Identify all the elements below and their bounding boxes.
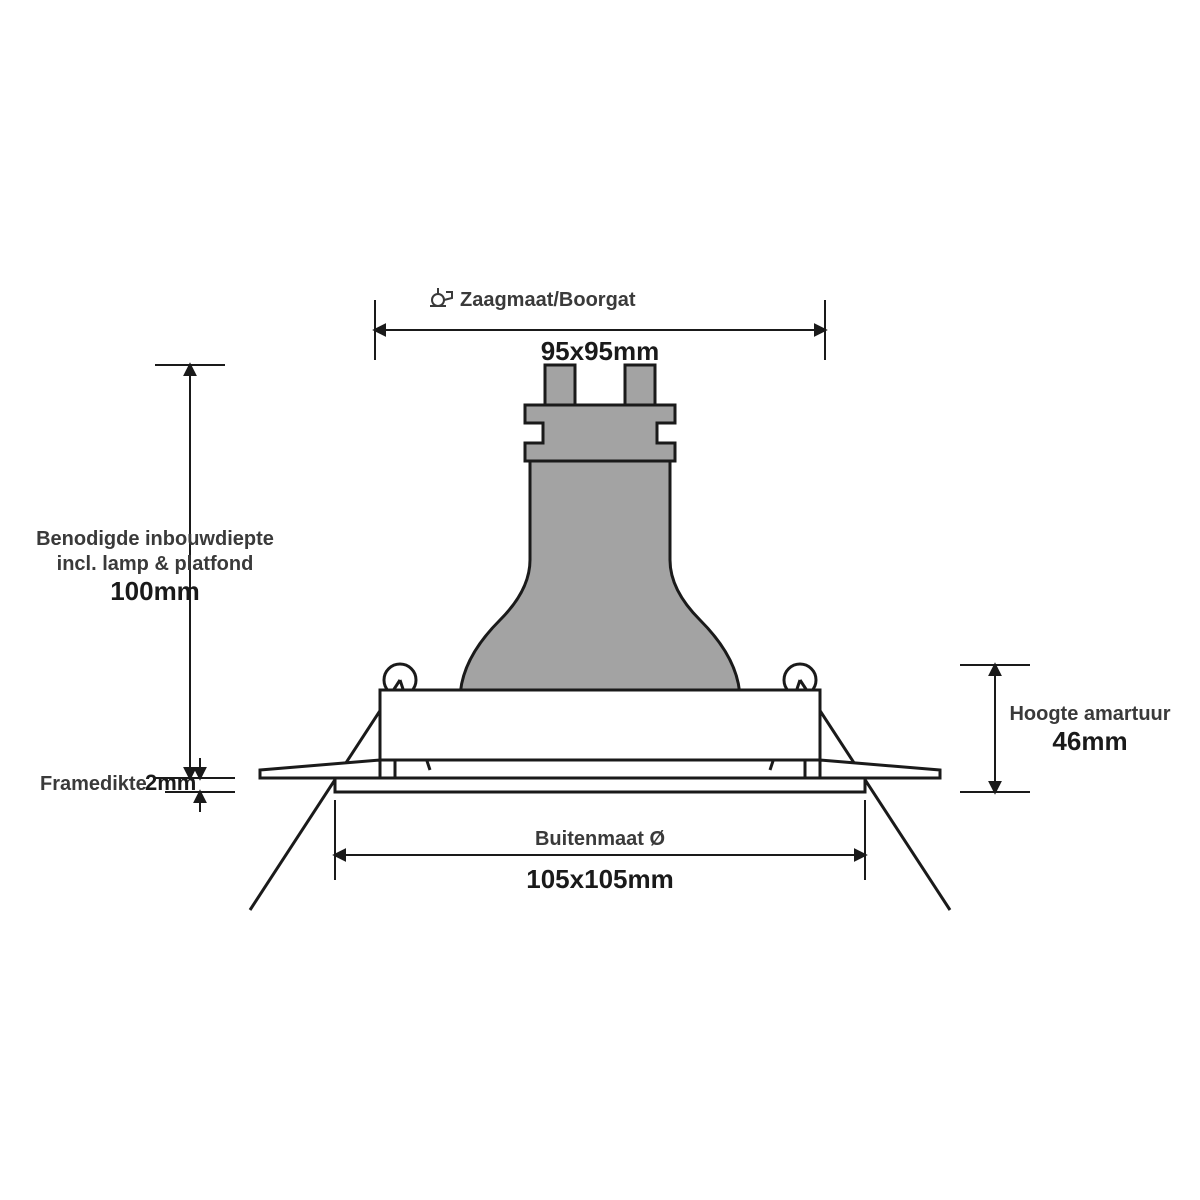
depth-line1: Benodigde inbouwdiepte [36,528,274,550]
height-title: Hoogte amartuur [1009,703,1170,725]
fixture-housing [380,690,820,760]
cutout-title: Zaagmaat/Boorgat [460,289,636,311]
outer-frame [335,778,865,792]
dim-height [960,665,1030,792]
drill-icon [430,288,452,306]
gu10-bulb [460,365,740,720]
cutout-value: 95x95mm [541,336,660,366]
frame-value: 2mm [145,770,196,795]
outer-title: Buitenmaat Ø [535,828,665,850]
depth-line2: incl. lamp & platfond [57,553,254,575]
spotlight-dimension-diagram: Zaagmaat/Boorgat 95x95mm Benodigde inbou… [0,0,1200,1200]
height-value: 46mm [1052,726,1127,756]
depth-value: 100mm [110,576,200,606]
mounting-flanges [260,760,940,778]
outer-value: 105x105mm [526,864,673,894]
frame-title: Framedikte [40,773,147,795]
